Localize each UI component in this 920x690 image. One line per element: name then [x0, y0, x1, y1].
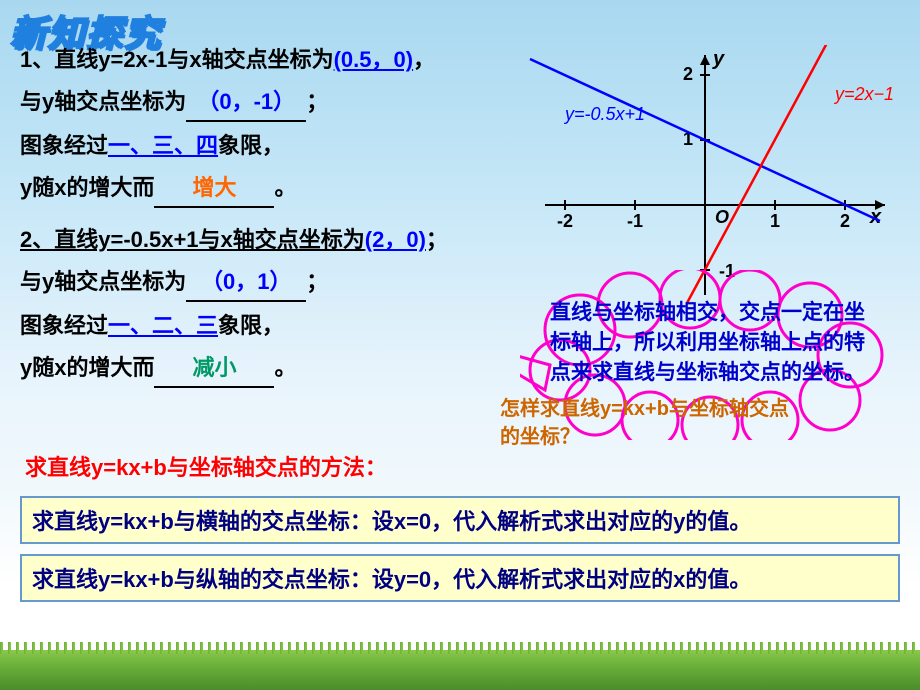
grass-decoration: [0, 650, 920, 690]
q1-l2-post: ；: [306, 89, 328, 114]
q1-ans1: (0.5，0): [334, 47, 413, 72]
q2-l4-pre: y随x的增大而: [20, 355, 154, 380]
q1-line4: y随x的增大而 增大 。: [20, 170, 500, 208]
q2-l3-pre: 图象经过: [20, 313, 108, 338]
q2-line2: 与y轴交点坐标为 （0，1） ；: [20, 264, 500, 302]
method-box-2: 求直线y=kx+b与纵轴的交点坐标：设y=0，代入解析式求出对应的x的值。: [20, 554, 900, 602]
svg-text:-2: -2: [557, 211, 573, 231]
svg-text:1: 1: [770, 211, 780, 231]
q1-ans3: 一、三、四: [108, 133, 218, 158]
svg-text:y: y: [712, 48, 725, 70]
q1-line1: 1、直线y=2x-1与x轴交点坐标为(0.5，0)，: [20, 42, 500, 78]
q1-l4-pre: y随x的增大而: [20, 175, 154, 200]
q2-l3-post: 象限，: [218, 313, 284, 338]
svg-text:O: O: [715, 207, 729, 227]
q2-l2-pre: 与y轴交点坐标为: [20, 269, 186, 294]
svg-text:y=2x−1: y=2x−1: [833, 84, 894, 104]
q1-l1-post: ，: [413, 47, 435, 72]
svg-text:-1: -1: [627, 211, 643, 231]
svg-text:2: 2: [683, 64, 693, 84]
q1-l3-pre: 图象经过: [20, 133, 108, 158]
svg-text:y=-0.5x+1: y=-0.5x+1: [563, 104, 645, 124]
q2-l4-post: 。: [274, 355, 296, 380]
q2-ans3: 一、二、三: [108, 313, 218, 338]
q2-line1: 2、直线y=-0.5x+1与x轴交点坐标为(2，0)；: [20, 222, 500, 258]
q2-l1-pre: 2、直线y=-0.5x+1与x轴交点坐标为: [20, 227, 365, 252]
coordinate-graph: -2 -1 1 2 1 2 -1 O x y y=-0.5x+1 y=2x−1: [505, 45, 905, 305]
q2-line3: 图象经过一、二、三象限，: [20, 308, 500, 344]
cloud-text: 直线与坐标轴相交，交点一定在坐标轴上，所以利用坐标轴上点的特点来求直线与坐标轴交…: [550, 298, 870, 388]
q1-ans4: 增大: [192, 175, 236, 200]
q2-ans4: 减小: [192, 355, 236, 380]
method-box-1: 求直线y=kx+b与横轴的交点坐标：设x=0，代入解析式求出对应的y的值。: [20, 496, 900, 544]
q2-l1-post: ；: [426, 227, 448, 252]
method-title: 求直线y=kx+b与坐标轴交点的方法：: [25, 450, 387, 482]
q1-l1-pre: 1、直线y=2x-1与x轴交点坐标为: [20, 47, 334, 72]
q1-ans2: （0，-1）: [197, 89, 295, 114]
q2-ans1: (2，0): [365, 227, 426, 252]
q2-l2-post: ；: [306, 269, 328, 294]
q1-l2-pre: 与y轴交点坐标为: [20, 89, 186, 114]
question-text: 怎样求直线y=kx+b与坐标轴交点的坐标？: [500, 395, 800, 451]
q2-line4: y随x的增大而 减小 。: [20, 350, 500, 388]
svg-text:2: 2: [840, 211, 850, 231]
q1-line2: 与y轴交点坐标为 （0，-1） ；: [20, 84, 500, 122]
q1-line3: 图象经过一、三、四象限，: [20, 128, 500, 164]
q1-l3-post: 象限，: [218, 133, 284, 158]
q1-l4-post: 。: [274, 175, 296, 200]
q2-ans2: （0，1）: [201, 269, 291, 294]
content-area: 1、直线y=2x-1与x轴交点坐标为(0.5，0)， 与y轴交点坐标为 （0，-1…: [20, 42, 500, 394]
